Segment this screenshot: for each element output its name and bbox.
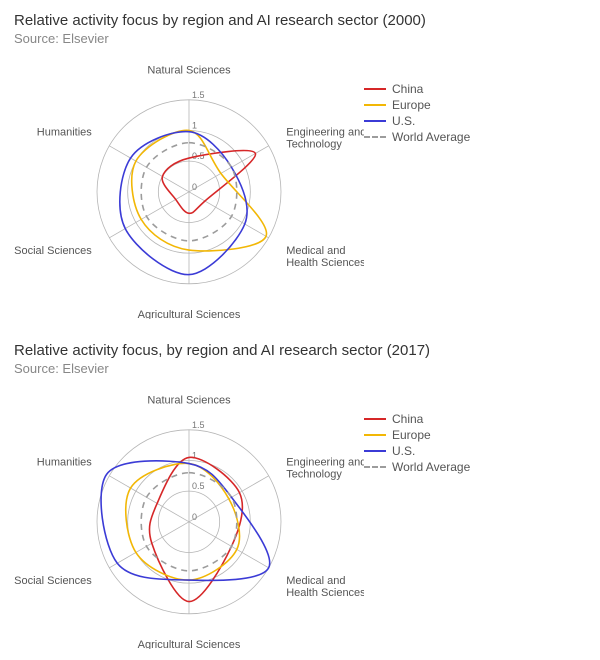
svg-text:Humanities: Humanities	[37, 127, 93, 139]
legend-label: U.S.	[392, 444, 415, 458]
svg-text:Social Sciences: Social Sciences	[14, 245, 92, 257]
svg-text:Engineering andTechnology: Engineering andTechnology	[286, 127, 364, 151]
svg-text:Social Sciences: Social Sciences	[14, 575, 92, 587]
svg-text:1.5: 1.5	[192, 90, 205, 100]
svg-text:Natural Sciences: Natural Sciences	[147, 65, 231, 77]
legend-item: U.S.	[364, 114, 470, 128]
chart-panel-2000: Relative activity focus by region and AI…	[0, 0, 600, 330]
svg-text:1.5: 1.5	[192, 420, 205, 430]
chart-subtitle: Source: Elsevier	[14, 31, 586, 46]
legend-label: China	[392, 412, 423, 426]
legend-swatch	[364, 450, 386, 452]
legend-label: China	[392, 82, 423, 96]
svg-text:Natural Sciences: Natural Sciences	[147, 395, 231, 407]
legend-label: World Average	[392, 130, 470, 144]
legend-item: Europe	[364, 428, 470, 442]
chart-title: Relative activity focus, by region and A…	[14, 342, 586, 359]
legend-swatch	[364, 466, 386, 468]
legend-item: World Average	[364, 130, 470, 144]
legend-item: U.S.	[364, 444, 470, 458]
legend-2017: China Europe U.S. World Average	[364, 412, 470, 476]
svg-text:Medical andHealth Sciences: Medical andHealth Sciences	[286, 245, 364, 269]
chart-subtitle: Source: Elsevier	[14, 361, 586, 376]
svg-text:Medical andHealth Sciences: Medical andHealth Sciences	[286, 575, 364, 599]
svg-text:Agricultural Sciences: Agricultural Sciences	[138, 639, 241, 649]
legend-label: World Average	[392, 460, 470, 474]
legend-item: Europe	[364, 98, 470, 112]
svg-text:0: 0	[192, 182, 197, 192]
radar-chart-2017: 0 0.5 1 1.5 Natural Sciences Engineering andT…	[14, 384, 364, 654]
radar-chart-2000: 00.511.5Natural SciencesEngineering andT…	[14, 54, 364, 324]
svg-text:Humanities: Humanities	[37, 457, 93, 469]
svg-text:1: 1	[192, 450, 197, 460]
svg-text:0.5: 0.5	[192, 481, 205, 491]
svg-text:Agricultural Sciences: Agricultural Sciences	[138, 309, 241, 319]
legend-label: Europe	[392, 98, 431, 112]
legend-label: Europe	[392, 428, 431, 442]
legend-item: China	[364, 82, 470, 96]
legend-2000: China Europe U.S. World Average	[364, 82, 470, 146]
legend-item: China	[364, 412, 470, 426]
svg-text:Engineering andTechnology: Engineering andTechnology	[286, 457, 364, 481]
legend-swatch	[364, 418, 386, 420]
svg-text:0: 0	[192, 512, 197, 522]
svg-text:1: 1	[192, 120, 197, 130]
legend-swatch	[364, 104, 386, 106]
legend-swatch	[364, 136, 386, 138]
legend-label: U.S.	[392, 114, 415, 128]
chart-panel-2017: Relative activity focus, by region and A…	[0, 330, 600, 660]
legend-item: World Average	[364, 460, 470, 474]
legend-swatch	[364, 120, 386, 122]
legend-swatch	[364, 88, 386, 90]
chart-title: Relative activity focus by region and AI…	[14, 12, 586, 29]
legend-swatch	[364, 434, 386, 436]
